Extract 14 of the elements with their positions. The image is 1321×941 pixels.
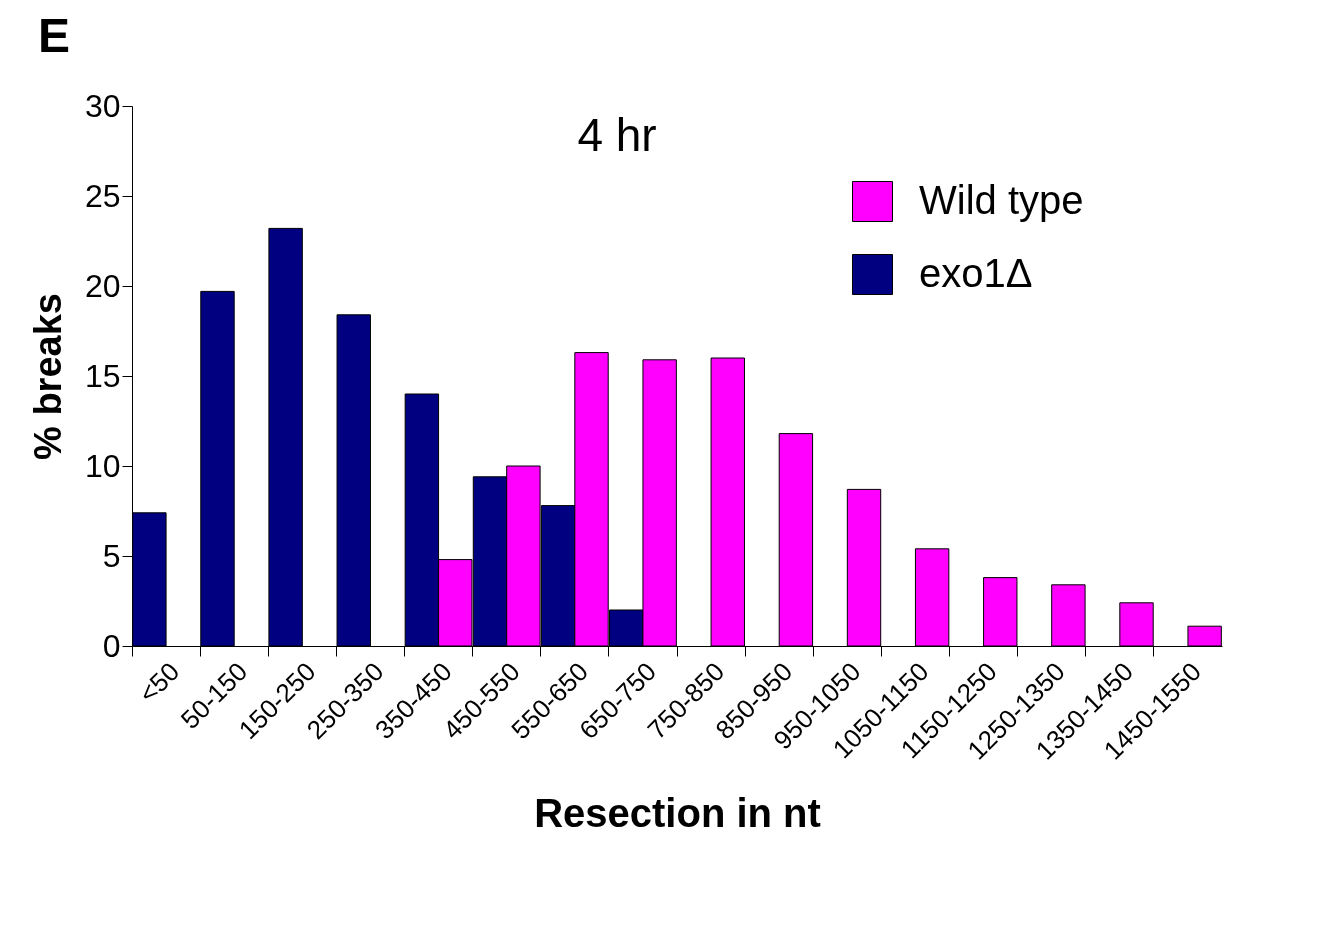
x-tick-label: <50 [132, 656, 186, 709]
y-tick-label: 30 [84, 87, 121, 124]
y-tick-label: 5 [102, 537, 121, 574]
chart-title: 4 hr [577, 109, 657, 161]
y-tick-label: 10 [84, 447, 121, 484]
y-axis-title: % breaks [26, 293, 69, 460]
y-tick-label: 20 [84, 267, 121, 304]
legend-label: Wild type [919, 177, 1084, 222]
y-tick-label: 0 [102, 627, 121, 664]
text: E [38, 8, 71, 63]
legend-label: exo1Δ [919, 250, 1033, 295]
x-axis-title: Resection in nt [534, 790, 821, 835]
y-tick-label: 25 [84, 177, 121, 214]
y-tick-label: 15 [84, 357, 121, 394]
